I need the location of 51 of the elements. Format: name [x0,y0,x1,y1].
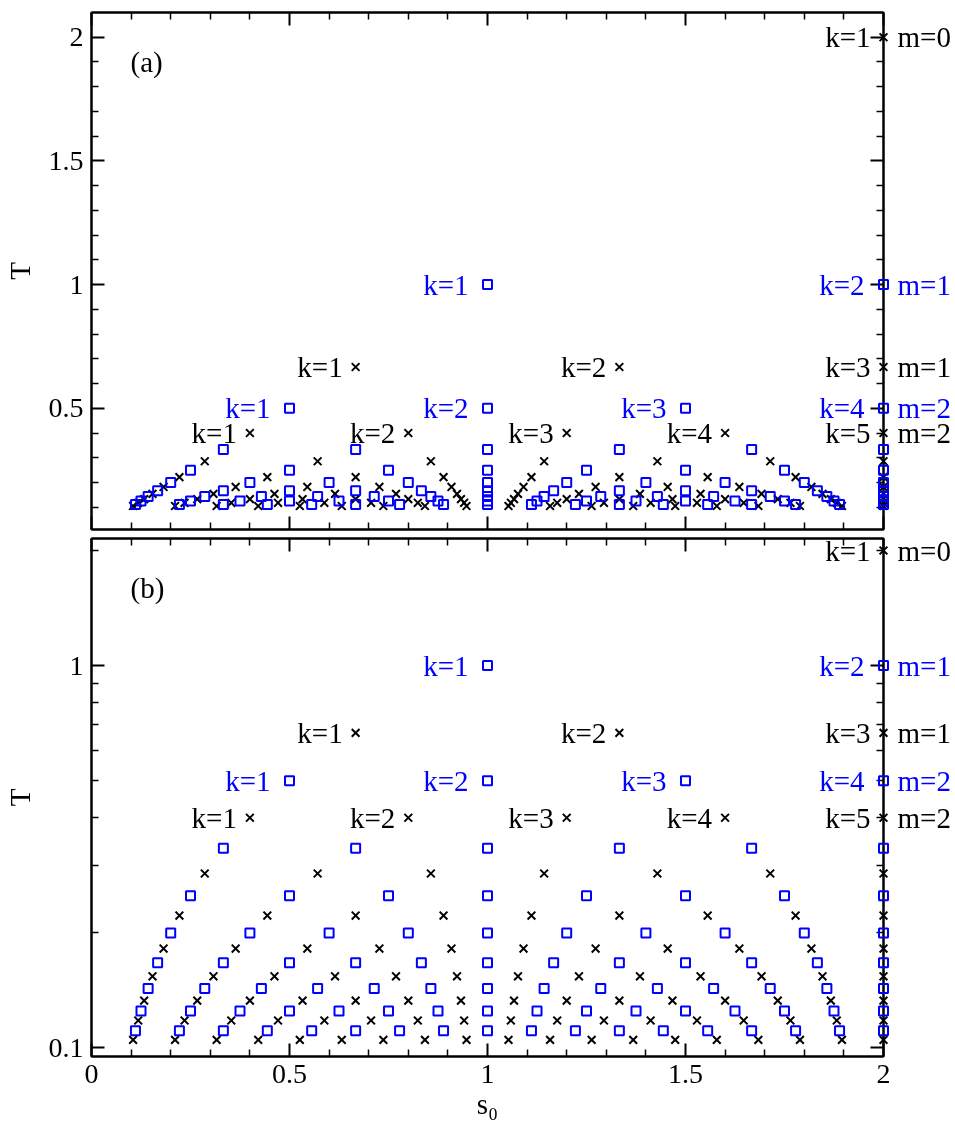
annotation: m=2 [897,801,951,834]
annotation: k=1 [825,534,871,567]
annotation: m=1 [897,649,951,682]
annotation: k=4 [666,801,713,834]
annotation: k=1 [423,268,469,301]
annotation: k=5 [825,801,871,834]
y-tick-label: 1.5 [48,144,84,176]
y-axis-title: T [3,788,36,807]
x-tick-label: 0.5 [272,1057,307,1089]
annotation: k=1 [825,21,871,54]
x-tick-label: 0 [84,1057,99,1089]
annotation: k=2 [561,716,607,749]
annotation: m=2 [897,764,951,797]
annotation: k=1 [297,350,343,383]
annotation: k=4 [666,417,713,450]
annotation: m=0 [897,534,951,567]
annotation: k=3 [621,392,667,425]
annotation: k=3 [508,801,554,834]
x-tick-label: 1.5 [668,1057,703,1089]
y-axis-title: T [3,261,36,280]
y-tick-label: 2 [69,21,84,53]
annotation: k=1 [191,801,237,834]
annotation: m=1 [897,350,951,383]
text: (a) [130,45,163,79]
annotation: k=3 [508,417,554,450]
y-tick-label: 0.5 [48,392,84,424]
x-tick-label: 1 [480,1057,495,1089]
y-tick-label: 1 [69,268,84,300]
text: (b) [130,571,165,605]
annotation: k=2 [561,350,607,383]
y-tick-label: 0.1 [48,1031,84,1063]
annotation: k=2 [423,392,469,425]
annotation: k=1 [225,764,271,797]
annotation: k=3 [621,764,667,797]
x-axis-title: s₀ [476,1087,499,1120]
annotation: m=0 [897,21,951,54]
annotation: k=4 [819,764,865,797]
x-tick-label: 2 [876,1057,891,1089]
annotation: m=1 [897,716,951,749]
annotation: k=2 [819,649,865,682]
annotation: k=1 [297,716,343,749]
annotation: m=1 [897,268,951,301]
annotation: k=5 [825,417,871,450]
annotation: k=2 [349,801,396,834]
annotation: k=1 [423,649,469,682]
y-tick-label: 1 [69,649,84,681]
annotation: k=2 [423,764,469,797]
annotation: k=3 [825,350,871,383]
annotation: k=2 [349,417,396,450]
annotation: k=3 [825,716,871,749]
annotation: k=2 [819,268,865,301]
